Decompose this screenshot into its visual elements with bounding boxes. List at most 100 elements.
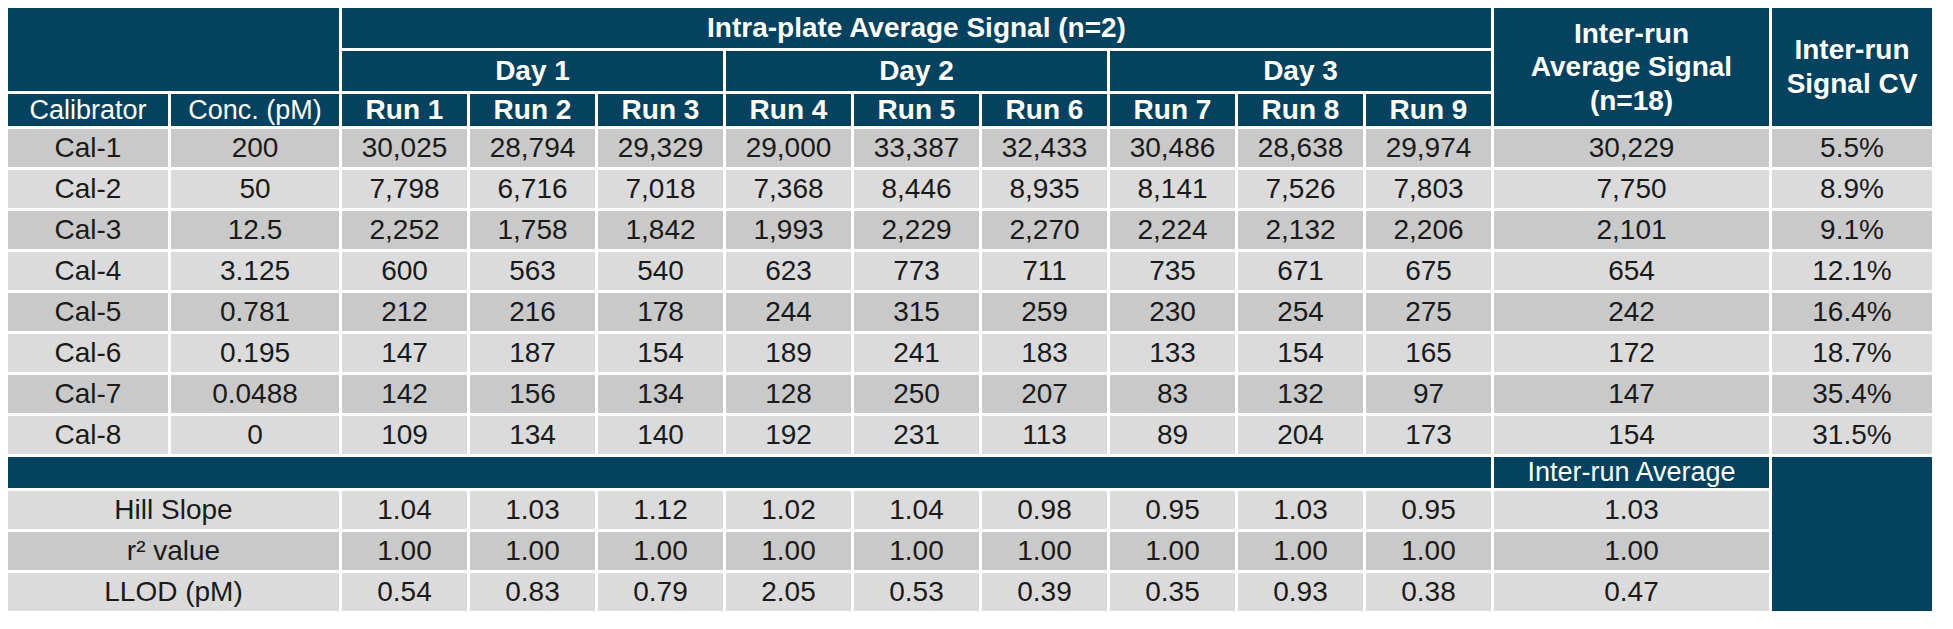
run-value-cell: 134 [598, 375, 723, 413]
header-row-1: Intra-plate Average Signal (n=2) Inter-r… [8, 8, 1932, 48]
stat-value-cell: 1.00 [1110, 532, 1235, 570]
table-row-cal-6: Cal-6 0.195 147 187 154 189 241 183 133 … [8, 334, 1932, 372]
stat-inter-run-average-cell: 1.03 [1494, 491, 1769, 529]
inter-run-average-signal-header: Inter-run Average Signal (n=18) [1494, 8, 1769, 126]
intra-plate-header: Intra-plate Average Signal (n=2) [342, 8, 1491, 48]
day-2-header: Day 2 [726, 51, 1107, 91]
run-value-cell: 230 [1110, 293, 1235, 331]
run-value-cell: 2,206 [1366, 211, 1491, 249]
run-value-cell: 2,229 [854, 211, 979, 249]
stat-value-cell: 0.93 [1238, 573, 1363, 611]
run-value-cell: 156 [470, 375, 595, 413]
page: Intra-plate Average Signal (n=2) Inter-r… [0, 0, 1953, 629]
conc-cell: 50 [171, 170, 339, 208]
run-value-cell: 147 [342, 334, 467, 372]
stat-inter-run-average-cell: 1.00 [1494, 532, 1769, 570]
run-value-cell: 134 [470, 416, 595, 454]
run-value-cell: 165 [1366, 334, 1491, 372]
cv-cell: 18.7% [1772, 334, 1932, 372]
stat-value-cell: 0.38 [1366, 573, 1491, 611]
corner-block [8, 8, 339, 91]
stat-value-cell: 0.95 [1366, 491, 1491, 529]
run-value-cell: 244 [726, 293, 851, 331]
conc-cell: 200 [171, 129, 339, 167]
run-value-cell: 154 [598, 334, 723, 372]
run-value-cell: 2,252 [342, 211, 467, 249]
inter-run-average-cell: 7,750 [1494, 170, 1769, 208]
run-value-cell: 32,433 [982, 129, 1107, 167]
run-3-header: Run 3 [598, 94, 723, 126]
table-row-cal-2: Cal-2 50 7,798 6,716 7,018 7,368 8,446 8… [8, 170, 1932, 208]
run-value-cell: 8,141 [1110, 170, 1235, 208]
stat-value-cell: 0.54 [342, 573, 467, 611]
run-value-cell: 28,794 [470, 129, 595, 167]
stat-value-cell: 1.00 [982, 532, 1107, 570]
run-value-cell: 671 [1238, 252, 1363, 290]
stat-value-cell: 1.00 [726, 532, 851, 570]
table-row-cal-5: Cal-5 0.781 212 216 178 244 315 259 230 … [8, 293, 1932, 331]
run-value-cell: 8,446 [854, 170, 979, 208]
run-value-cell: 1,993 [726, 211, 851, 249]
stat-value-cell: 1.03 [470, 491, 595, 529]
run-value-cell: 33,387 [854, 129, 979, 167]
stat-value-cell: 0.95 [1110, 491, 1235, 529]
cv-cell: 9.1% [1772, 211, 1932, 249]
conc-cell: 3.125 [171, 252, 339, 290]
table-row-cal-8: Cal-8 0 109 134 140 192 231 113 89 204 1… [8, 416, 1932, 454]
stat-value-cell: 1.00 [342, 532, 467, 570]
run-value-cell: 254 [1238, 293, 1363, 331]
run-value-cell: 1,758 [470, 211, 595, 249]
stat-value-cell: 1.02 [726, 491, 851, 529]
day-1-header: Day 1 [342, 51, 723, 91]
table-row-cal-4: Cal-4 3.125 600 563 540 623 773 711 735 … [8, 252, 1932, 290]
run-value-cell: 2,224 [1110, 211, 1235, 249]
run-value-cell: 29,974 [1366, 129, 1491, 167]
conc-cell: 0.781 [171, 293, 339, 331]
stat-label-cell: LLOD (pM) [8, 573, 339, 611]
conc-cell: 0.195 [171, 334, 339, 372]
run-value-cell: 275 [1366, 293, 1491, 331]
cv-filled-block [1772, 457, 1932, 611]
cv-cell: 5.5% [1772, 129, 1932, 167]
stat-value-cell: 2.05 [726, 573, 851, 611]
calibrator-cell: Cal-3 [8, 211, 168, 249]
stat-value-cell: 1.03 [1238, 491, 1363, 529]
run-value-cell: 189 [726, 334, 851, 372]
run-value-cell: 231 [854, 416, 979, 454]
run-value-cell: 7,368 [726, 170, 851, 208]
run-value-cell: 142 [342, 375, 467, 413]
stat-value-cell: 1.00 [470, 532, 595, 570]
run-value-cell: 187 [470, 334, 595, 372]
cv-cell: 8.9% [1772, 170, 1932, 208]
calibrator-cell: Cal-2 [8, 170, 168, 208]
run-value-cell: 623 [726, 252, 851, 290]
inter-run-average-cell: 147 [1494, 375, 1769, 413]
run-5-header: Run 5 [854, 94, 979, 126]
stat-value-cell: 0.79 [598, 573, 723, 611]
run-value-cell: 216 [470, 293, 595, 331]
stat-value-cell: 0.98 [982, 491, 1107, 529]
run-value-cell: 30,025 [342, 129, 467, 167]
stat-value-cell: 0.83 [470, 573, 595, 611]
stat-label-cell: r² value [8, 532, 339, 570]
run-value-cell: 28,638 [1238, 129, 1363, 167]
run-value-cell: 7,526 [1238, 170, 1363, 208]
calibrator-cell: Cal-6 [8, 334, 168, 372]
table-row-cal-7: Cal-7 0.0488 142 156 134 128 250 207 83 … [8, 375, 1932, 413]
calibration-qualification-table: Intra-plate Average Signal (n=2) Inter-r… [5, 5, 1935, 614]
calibrator-cell: Cal-7 [8, 375, 168, 413]
run-value-cell: 241 [854, 334, 979, 372]
cv-cell: 16.4% [1772, 293, 1932, 331]
run-value-cell: 109 [342, 416, 467, 454]
stat-value-cell: 1.00 [1366, 532, 1491, 570]
run-value-cell: 600 [342, 252, 467, 290]
inter-run-average-label: Inter-run Average [1494, 457, 1769, 488]
table-row-cal-3: Cal-3 12.5 2,252 1,758 1,842 1,993 2,229… [8, 211, 1932, 249]
separator-band [8, 457, 1491, 488]
conc-cell: 0 [171, 416, 339, 454]
cv-cell: 12.1% [1772, 252, 1932, 290]
run-value-cell: 8,935 [982, 170, 1107, 208]
stat-value-cell: 0.35 [1110, 573, 1235, 611]
inter-run-signal-cv-header: Inter-run Signal CV [1772, 8, 1932, 126]
run-8-header: Run 8 [1238, 94, 1363, 126]
